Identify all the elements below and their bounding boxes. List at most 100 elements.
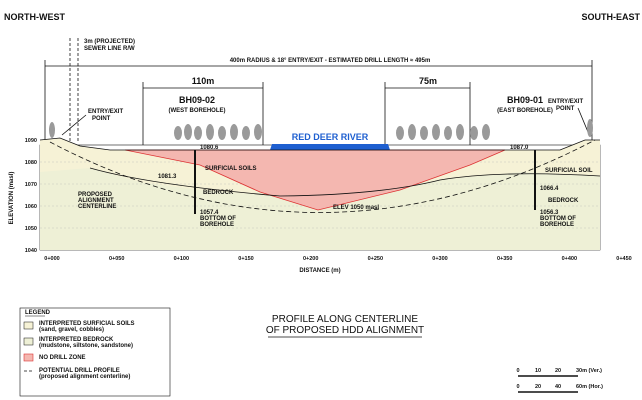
tree <box>230 124 238 140</box>
scale-label: 60m (Hor.) <box>576 384 603 390</box>
scale-label: 10 <box>535 368 541 374</box>
tree <box>194 126 202 140</box>
legend-swatch <box>23 353 34 362</box>
sewer-label: 3m (PROJECTED) <box>84 39 135 45</box>
legend-sub: (mudstone, siltstone, sandstone) <box>39 343 133 349</box>
layer-label: SURFICIAL SOIL <box>545 168 593 174</box>
legend-swatch <box>23 337 34 346</box>
borehole-desc: (EAST BOREHOLE) <box>497 108 553 114</box>
drill-profile <box>49 139 596 213</box>
scale-label: 20 <box>535 384 541 390</box>
tree <box>218 126 226 140</box>
x-tick-label: 0+400 <box>562 256 577 262</box>
drill-length-label: 400m RADIUS & 18° ENTRY/EXIT - ESTIMATED… <box>230 58 431 64</box>
elevation-label: BOTTOM OF <box>200 216 236 222</box>
elevation-label: 1087.0 <box>510 145 529 151</box>
elevation-label: 1056.3 <box>540 210 559 216</box>
x-ticks: 0+000 0+050 0+100 0+150 0+200 0+250 0+300 0+350… <box>44 256 631 262</box>
legend-box <box>19 307 171 397</box>
bedrock-line <box>89 167 601 197</box>
tree <box>444 126 452 140</box>
legend: LEGEND INTERPRETED SURFICIAL SOILS (sand… <box>19 307 171 397</box>
scale-label: 0 <box>516 384 519 390</box>
tree <box>396 126 404 140</box>
river <box>270 144 390 150</box>
x-tick-label: 0+200 <box>303 256 318 262</box>
elevation-label: BOREHOLE <box>200 222 234 228</box>
dimension-label: 75m <box>419 76 437 86</box>
legend-swatch <box>23 321 34 330</box>
legend-label: NO DRILL ZONE <box>39 355 86 361</box>
tree <box>174 126 182 140</box>
layer-label: BEDROCK <box>548 198 579 204</box>
legend-sub: (sand, gravel, cobbles) <box>39 327 104 333</box>
header-right: SOUTH-EAST <box>582 12 641 22</box>
tree <box>254 124 262 140</box>
y-tick-label: 1070 <box>25 182 37 188</box>
alignment-label: CENTERLINE <box>78 204 116 210</box>
elevation-label: 1066.4 <box>540 186 559 192</box>
tree <box>49 122 55 138</box>
elevation-label: BOREHOLE <box>540 222 574 228</box>
x-tick-label: 0+000 <box>44 256 59 262</box>
borehole-desc: (WEST BOREHOLE) <box>169 108 226 114</box>
tree <box>206 124 214 140</box>
legend-label: INTERPRETED SURFICIAL SOILS <box>39 321 135 327</box>
y-tick-label: 1090 <box>25 138 37 144</box>
leader <box>577 107 589 133</box>
x-tick-label: 0+300 <box>432 256 447 262</box>
tree <box>470 126 478 140</box>
y-tick-label: 1040 <box>25 248 37 254</box>
legend-sub: (proposed alignment centerline) <box>39 374 130 380</box>
title: PROFILE ALONG CENTERLINE <box>272 314 418 325</box>
x-tick-label: 0+150 <box>238 256 253 262</box>
header-left: NORTH-WEST <box>4 12 65 22</box>
alignment-label: PROPOSED <box>78 192 113 198</box>
trees <box>49 119 593 140</box>
no-drill-zone <box>124 149 506 211</box>
tree <box>456 124 464 140</box>
y-tick-label: 1050 <box>25 226 37 232</box>
entry-label: POINT <box>556 106 575 112</box>
scale-label: 40 <box>555 384 561 390</box>
tree <box>420 126 428 140</box>
elevation-label: 1057.4 <box>200 210 219 216</box>
entry-label: ENTRY/EXIT <box>548 99 583 105</box>
tree <box>184 124 192 140</box>
ground-line <box>39 137 600 151</box>
elevation-label: 1080.6 <box>200 145 219 151</box>
scale-label: 0 <box>516 368 519 374</box>
title: OF PROPOSED HDD ALIGNMENT <box>266 325 424 336</box>
tree <box>242 126 250 140</box>
x-tick-label: 0+450 <box>616 256 631 262</box>
borehole-name: BH09-01 <box>507 95 543 105</box>
borehole-name: BH09-02 <box>179 95 215 105</box>
x-tick-label: 0+250 <box>368 256 383 262</box>
entry-label: ENTRY/EXIT <box>88 109 123 115</box>
legend-label: POTENTIAL DRILL PROFILE <box>39 368 120 374</box>
y-tick-label: 1060 <box>25 204 37 210</box>
x-tick-label: 0+350 <box>497 256 512 262</box>
tree <box>482 124 490 140</box>
river-label: RED DEER RIVER <box>292 132 369 142</box>
elevation-label: BOTTOM OF <box>540 216 576 222</box>
legend-label: INTERPRETED BEDROCK <box>39 337 114 343</box>
layer-label: SURFICIAL SOILS <box>205 166 257 172</box>
x-tick-label: 0+050 <box>109 256 124 262</box>
x-tick-label: 0+100 <box>174 256 189 262</box>
tree <box>432 124 440 140</box>
leader <box>61 114 87 136</box>
scale-bars: 0 10 20 30m (Ver.) 0 20 40 60m (Hor.) <box>516 368 603 393</box>
elevation-label: 1081.3 <box>158 174 177 180</box>
elev-label: ELEV 1050 masl <box>333 205 379 211</box>
x-axis-label: DISTANCE (m) <box>299 268 340 274</box>
alignment-label: ALIGNMENT <box>78 198 114 204</box>
legend-title: LEGEND <box>25 310 51 316</box>
y-axis-label: ELEVATION (masl) <box>9 172 15 225</box>
tree <box>587 119 593 137</box>
tree <box>408 124 416 140</box>
dimension-label: 110m <box>192 76 215 86</box>
layer-label: BEDROCK <box>203 190 234 196</box>
y-tick-label: 1080 <box>25 160 37 166</box>
